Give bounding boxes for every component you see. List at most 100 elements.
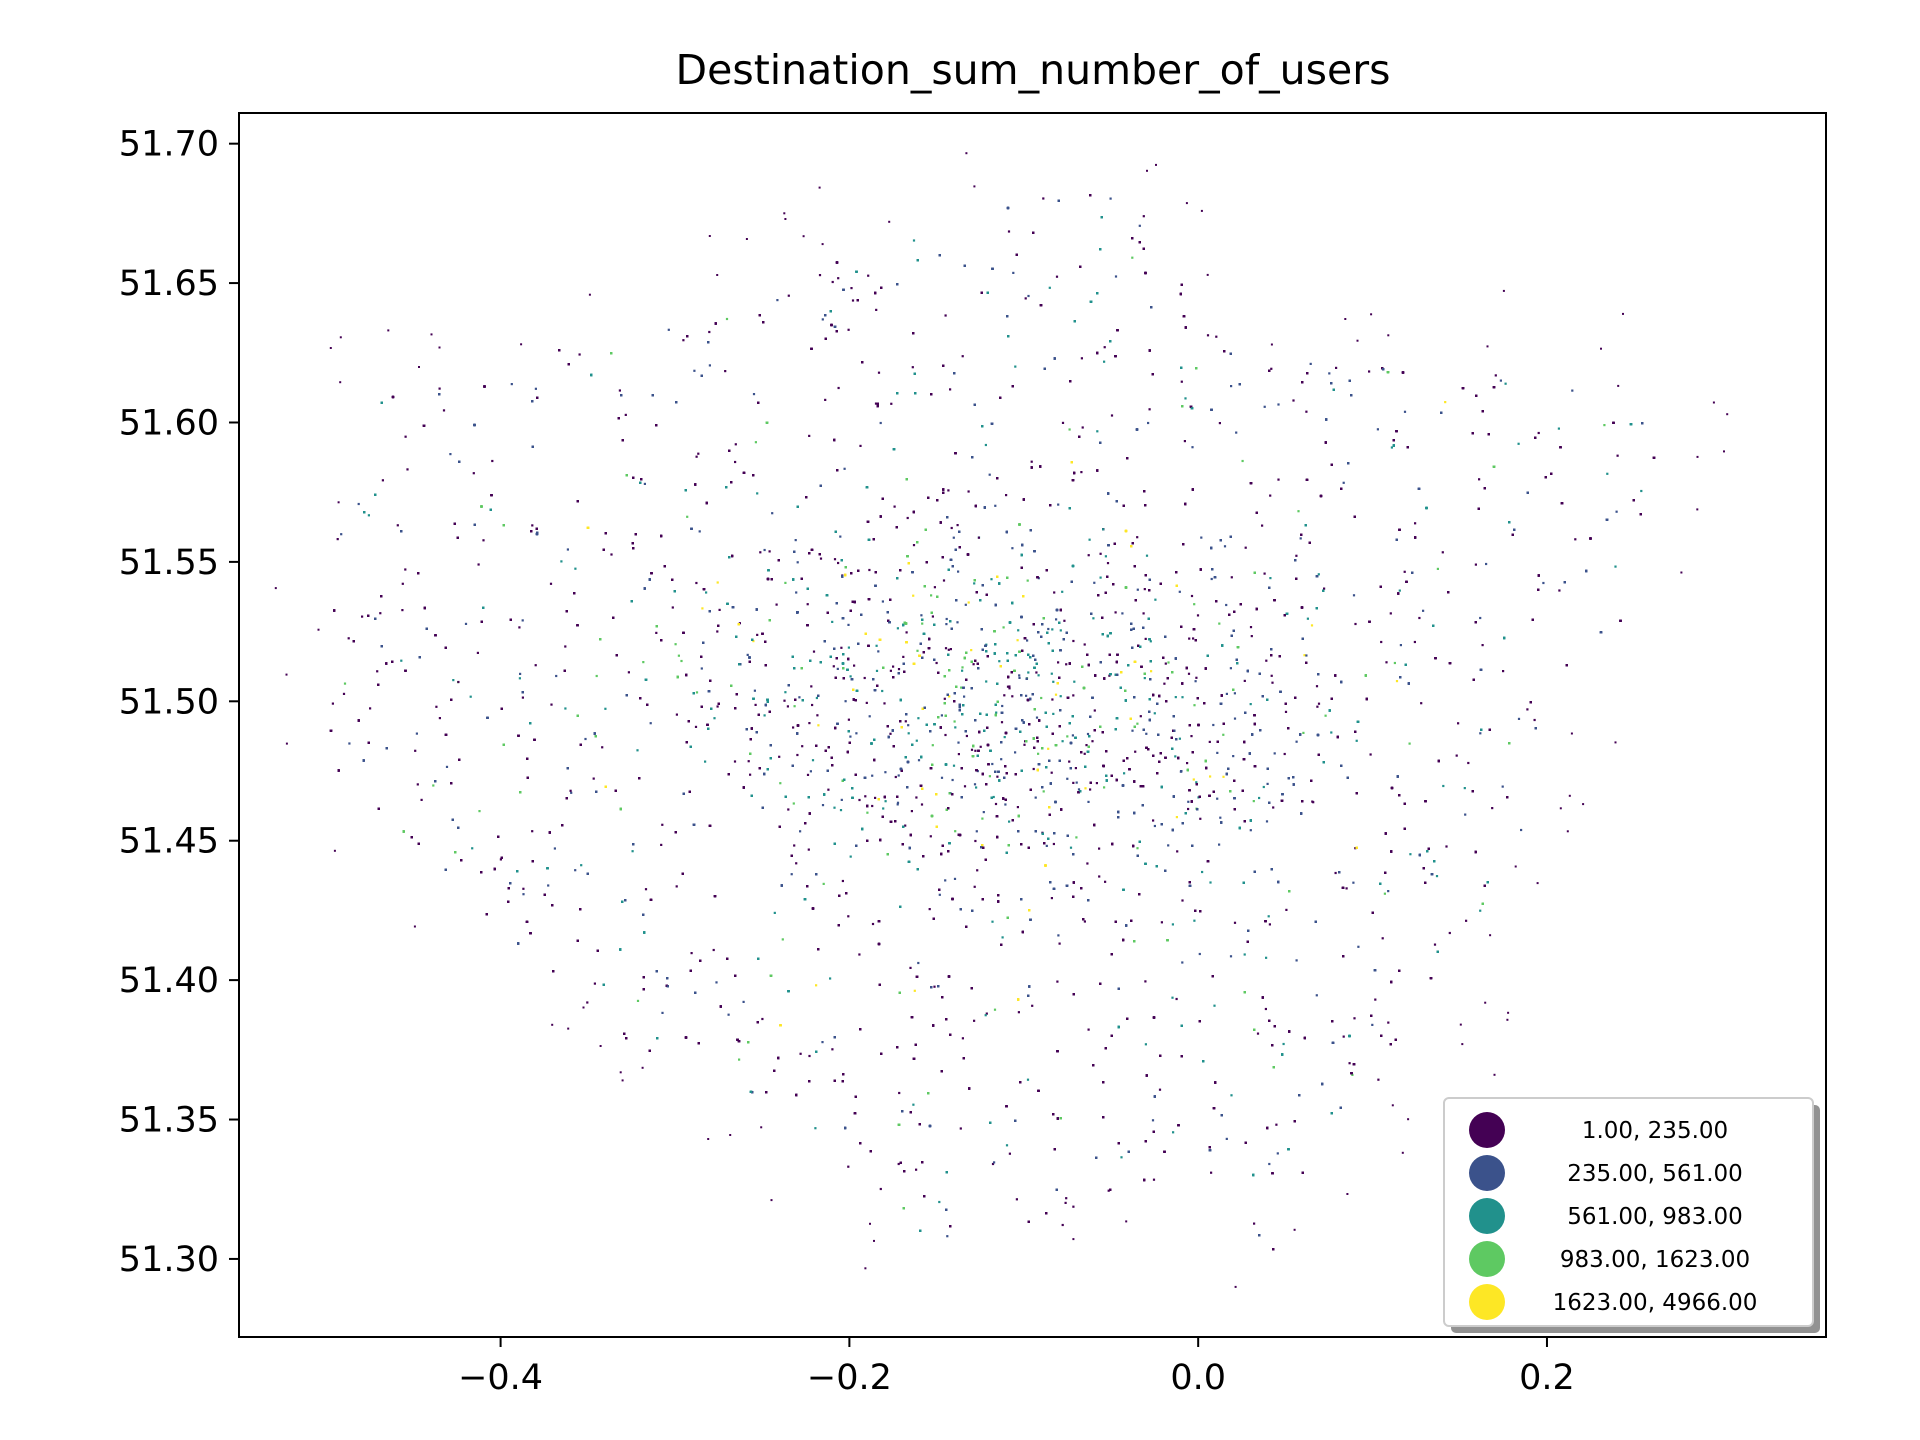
- data-point: [1139, 715, 1142, 718]
- data-point: [753, 689, 756, 692]
- data-point: [957, 741, 960, 744]
- data-point: [942, 579, 946, 582]
- data-point: [974, 749, 977, 752]
- data-point: [1395, 680, 1399, 683]
- data-point: [1303, 654, 1306, 657]
- data-point: [1324, 714, 1327, 717]
- data-point: [836, 667, 839, 670]
- data-point: [1014, 365, 1017, 368]
- data-point: [1016, 639, 1019, 642]
- data-point: [998, 660, 1001, 663]
- data-point: [1261, 524, 1264, 527]
- data-point: [578, 353, 581, 356]
- data-point: [792, 726, 795, 729]
- data-point: [1442, 784, 1445, 788]
- data-point: [1374, 998, 1377, 1001]
- data-point: [890, 402, 893, 405]
- data-point: [849, 855, 852, 858]
- data-point: [725, 317, 729, 321]
- data-point: [1002, 626, 1005, 629]
- data-point: [892, 665, 895, 668]
- data-point: [1045, 844, 1048, 847]
- data-point: [933, 586, 936, 589]
- data-point: [1219, 816, 1222, 819]
- data-point: [1011, 695, 1014, 698]
- data-point: [953, 720, 956, 723]
- data-point: [1085, 744, 1088, 747]
- data-point: [1068, 760, 1071, 763]
- data-point: [1302, 731, 1305, 734]
- data-point: [996, 775, 999, 778]
- data-point: [1072, 694, 1075, 697]
- data-point: [1305, 654, 1308, 657]
- data-point: [815, 696, 818, 700]
- data-point: [1265, 659, 1268, 662]
- data-point: [1047, 627, 1050, 631]
- data-point: [920, 803, 924, 806]
- data-point: [1213, 1004, 1216, 1007]
- data-point: [1292, 399, 1295, 402]
- data-point: [940, 714, 943, 717]
- data-point: [1229, 667, 1232, 670]
- data-point: [871, 804, 874, 808]
- data-point: [858, 953, 861, 956]
- data-point: [471, 847, 474, 850]
- data-point: [814, 1127, 817, 1130]
- data-point: [815, 984, 818, 987]
- data-point: [1012, 271, 1015, 274]
- data-point: [953, 877, 957, 880]
- data-point: [331, 702, 334, 705]
- data-point: [734, 443, 737, 446]
- data-point: [1233, 692, 1236, 695]
- data-point: [550, 703, 553, 706]
- data-point: [912, 239, 916, 242]
- data-point: [1052, 680, 1055, 683]
- data-point: [1035, 716, 1039, 719]
- data-point: [1181, 961, 1184, 964]
- data-point: [949, 388, 952, 391]
- data-point: [1499, 379, 1502, 382]
- data-point: [920, 614, 923, 617]
- data-point: [1614, 565, 1617, 568]
- data-point: [478, 810, 481, 813]
- data-point: [1174, 696, 1177, 699]
- data-point: [396, 524, 399, 527]
- data-point: [1069, 846, 1073, 849]
- data-point: [882, 807, 885, 810]
- data-point: [988, 775, 991, 778]
- data-point: [1181, 696, 1184, 699]
- data-point: [1145, 732, 1148, 735]
- data-point: [521, 696, 524, 699]
- data-point: [779, 782, 782, 785]
- data-point: [975, 830, 978, 833]
- data-point: [406, 468, 409, 471]
- data-point: [1099, 576, 1102, 579]
- data-point: [347, 637, 350, 640]
- data-point: [1050, 672, 1053, 675]
- data-point: [975, 786, 978, 789]
- data-point: [701, 607, 704, 610]
- data-point: [930, 594, 933, 597]
- data-point: [866, 811, 869, 814]
- data-point: [574, 567, 577, 570]
- data-point: [442, 409, 446, 412]
- data-point: [627, 671, 630, 674]
- data-point: [896, 801, 900, 804]
- data-point: [369, 707, 372, 710]
- data-point: [420, 798, 423, 801]
- data-point: [1061, 590, 1064, 593]
- data-point: [1091, 740, 1094, 743]
- data-point: [1017, 1011, 1020, 1014]
- data-point: [790, 873, 793, 876]
- data-point: [1557, 427, 1560, 430]
- data-point: [1200, 536, 1203, 539]
- data-point: [972, 663, 975, 666]
- data-point: [982, 811, 985, 814]
- data-point: [819, 557, 823, 560]
- data-point: [960, 686, 963, 689]
- data-point: [1212, 723, 1215, 727]
- data-point: [1026, 579, 1029, 582]
- data-point: [881, 689, 884, 693]
- data-point: [1015, 1198, 1018, 1201]
- data-point: [564, 645, 567, 648]
